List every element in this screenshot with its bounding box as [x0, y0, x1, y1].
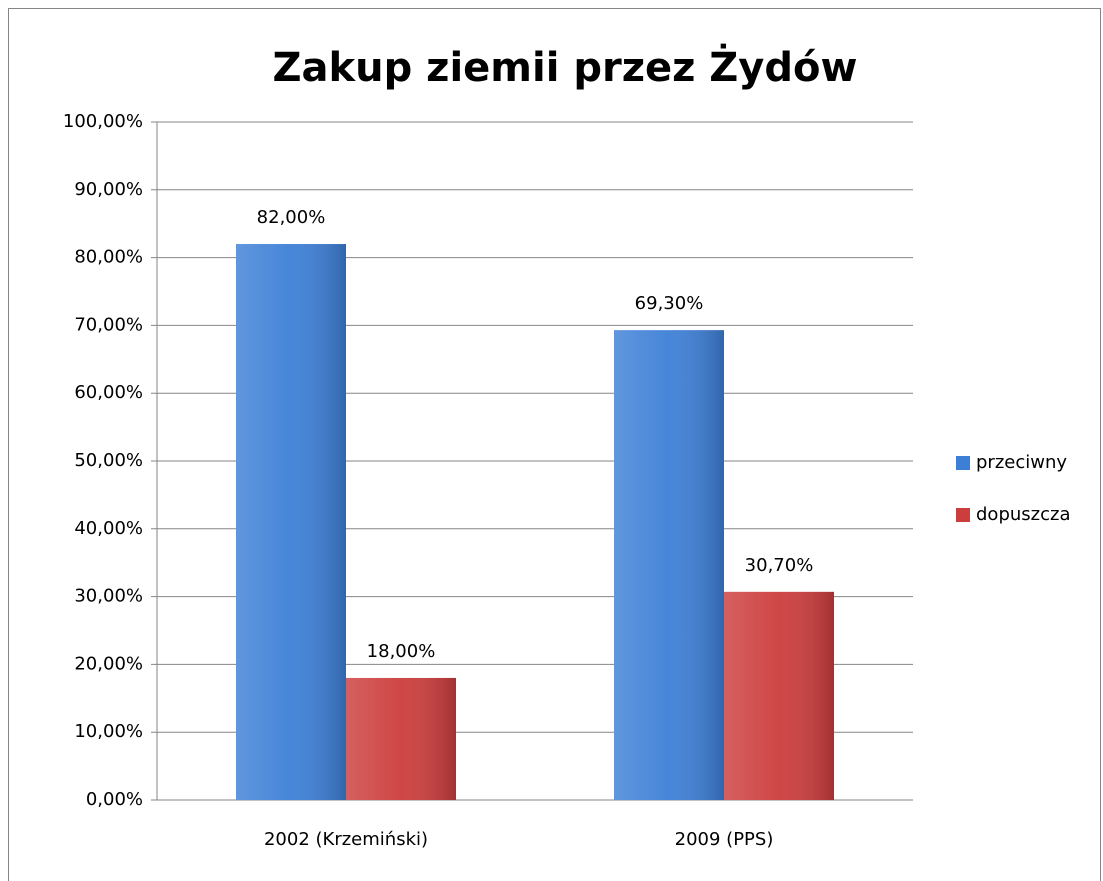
y-tick-label: 0,00% — [86, 789, 143, 810]
bar-shade — [346, 677, 456, 800]
y-tick-label: 90,00% — [74, 179, 143, 200]
legend-marker — [956, 508, 970, 522]
data-label: 18,00% — [367, 641, 436, 662]
bar-shade — [614, 330, 724, 800]
y-tick-label: 70,00% — [74, 314, 143, 335]
data-label: 82,00% — [257, 207, 326, 228]
y-tick-label: 10,00% — [74, 721, 143, 742]
x-tick-label: 2002 (Krzemiński) — [264, 829, 428, 850]
data-label: 30,70% — [745, 555, 814, 576]
y-tick-label: 30,00% — [74, 586, 143, 607]
y-tick-label: 80,00% — [74, 247, 143, 268]
legend-marker — [956, 456, 970, 470]
bar-shade — [236, 244, 346, 801]
legend-label: dopuszcza — [976, 504, 1070, 525]
y-tick-label: 100,00% — [63, 111, 143, 132]
legend-label: przeciwny — [976, 452, 1067, 473]
chart-title: Zakup ziemii przez Żydów — [273, 43, 858, 91]
y-tick-label: 40,00% — [74, 518, 143, 539]
data-label: 69,30% — [635, 293, 704, 314]
x-tick-label: 2009 (PPS) — [675, 829, 774, 850]
y-tick-label: 50,00% — [74, 450, 143, 471]
chart-border — [8, 8, 1101, 881]
bar-shade — [724, 591, 834, 800]
y-tick-label: 20,00% — [74, 653, 143, 674]
y-tick-label: 60,00% — [74, 382, 143, 403]
